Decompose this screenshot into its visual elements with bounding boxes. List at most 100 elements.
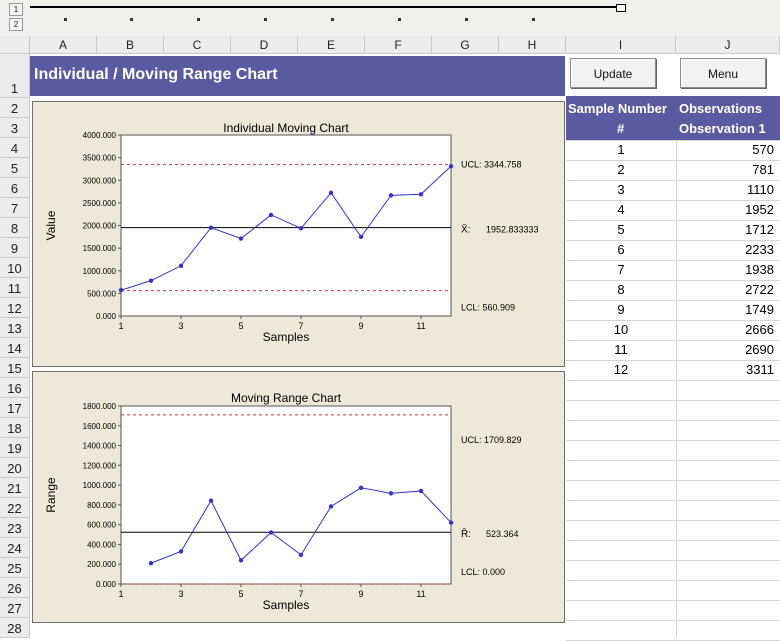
header-observations: Observations: [679, 101, 763, 116]
row-header[interactable]: 20: [0, 458, 30, 478]
update-button[interactable]: Update: [570, 58, 656, 88]
sample-number-cell[interactable]: 1: [617, 142, 625, 157]
grid-line: [566, 320, 780, 321]
sheet-title: Individual / Moving Range Chart: [34, 66, 278, 83]
row-header[interactable]: 23: [0, 518, 30, 538]
x-tick-label: 9: [358, 321, 363, 331]
grid-line: [566, 240, 780, 241]
observation-cell[interactable]: 1952: [745, 202, 774, 217]
data-point: [208, 498, 214, 503]
row-header[interactable]: 10: [0, 258, 30, 278]
column-header-i[interactable]: I: [566, 36, 676, 54]
lcl-label: LCL: 560.909: [461, 303, 515, 313]
sample-number-cell[interactable]: 8: [617, 282, 625, 297]
row-header[interactable]: 3: [0, 118, 30, 138]
individual-chart-panel: Individual Moving Chart 0.000 500.000 1000.…: [32, 101, 565, 367]
grid-line: [566, 520, 780, 521]
observation-cell[interactable]: 781: [752, 162, 774, 177]
ucl-label: UCL: 3344.758: [461, 160, 522, 170]
row-header[interactable]: 28: [0, 618, 30, 638]
y-tick-label: 200.000: [87, 560, 116, 569]
sample-number-cell[interactable]: 3: [617, 182, 625, 197]
sample-number-cell[interactable]: 5: [617, 222, 625, 237]
observation-cell[interactable]: 570: [752, 142, 774, 157]
data-point: [208, 225, 214, 230]
y-tick-label: 2500.000: [83, 199, 117, 208]
y-tick-label: 1500.000: [83, 244, 117, 253]
grid-line: [566, 260, 780, 261]
menu-button[interactable]: Menu: [680, 58, 766, 88]
observation-cell[interactable]: 2233: [745, 242, 774, 257]
row-header[interactable]: 16: [0, 378, 30, 398]
outline-level-1-button[interactable]: 1: [9, 3, 23, 16]
grid-line: [566, 560, 780, 561]
y-tick-label: 3500.000: [83, 154, 117, 163]
row-header[interactable]: 2: [0, 98, 30, 118]
observation-cell[interactable]: 2722: [745, 282, 774, 297]
observation-cell[interactable]: 1712: [745, 222, 774, 237]
sample-number-cell[interactable]: 4: [617, 202, 625, 217]
sample-number-cell[interactable]: 7: [617, 262, 625, 277]
row-header[interactable]: 12: [0, 298, 30, 318]
y-tick-label: 0.000: [96, 580, 117, 589]
row-header[interactable]: 5: [0, 158, 30, 178]
grid-line: [566, 580, 780, 581]
column-header-j[interactable]: J: [676, 36, 780, 54]
row-header[interactable]: 17: [0, 398, 30, 418]
row-header[interactable]: 18: [0, 418, 30, 438]
row-header[interactable]: 8: [0, 218, 30, 238]
x-tick-label: 1: [118, 321, 123, 331]
row-header[interactable]: 25: [0, 558, 30, 578]
column-header-g[interactable]: G: [432, 36, 499, 54]
center-symbol: X̄:: [461, 223, 470, 236]
row-header[interactable]: 24: [0, 538, 30, 558]
column-header-d[interactable]: D: [231, 36, 298, 54]
row-header[interactable]: 1: [0, 54, 30, 98]
sample-number-cell[interactable]: 11: [614, 342, 628, 357]
outline-collapse-button[interactable]: [616, 4, 626, 12]
row-header[interactable]: 11: [0, 278, 30, 298]
observation-cell[interactable]: 2666: [745, 322, 774, 337]
select-all-corner[interactable]: [0, 36, 30, 54]
outline-dot: [130, 18, 133, 21]
x-tick-label: 3: [178, 589, 183, 599]
sample-number-cell[interactable]: 6: [617, 242, 625, 257]
x-tick-label: 5: [238, 589, 243, 599]
sample-number-cell[interactable]: 12: [613, 362, 629, 377]
outline-level-2-button[interactable]: 2: [9, 18, 23, 31]
observation-cell[interactable]: 1749: [745, 302, 774, 317]
column-header-f[interactable]: F: [365, 36, 432, 54]
observation-cell[interactable]: 3311: [746, 362, 774, 377]
row-header[interactable]: 21: [0, 478, 30, 498]
grid-line: [566, 420, 780, 421]
observation-cell[interactable]: 2690: [745, 342, 774, 357]
sample-number-cell[interactable]: 9: [617, 302, 625, 317]
observation-cell[interactable]: 1938: [745, 262, 774, 277]
row-header[interactable]: 22: [0, 498, 30, 518]
column-header-b[interactable]: B: [97, 36, 164, 54]
column-header-c[interactable]: C: [164, 36, 231, 54]
column-header-e[interactable]: E: [298, 36, 365, 54]
row-header[interactable]: 14: [0, 338, 30, 358]
moving-range-chart: Moving Range Chart 0.000 200.000 400.000 600…: [44, 391, 522, 612]
row-header[interactable]: 13: [0, 318, 30, 338]
row-header[interactable]: 4: [0, 138, 30, 158]
observation-cell[interactable]: 1110: [747, 182, 774, 197]
sample-number-cell[interactable]: 2: [617, 162, 625, 177]
row-header[interactable]: 26: [0, 578, 30, 598]
column-header-a[interactable]: A: [30, 36, 97, 54]
row-header[interactable]: 15: [0, 358, 30, 378]
row-header[interactable]: 7: [0, 198, 30, 218]
data-point: [118, 288, 124, 293]
grid-line: [566, 180, 780, 181]
row-header[interactable]: 9: [0, 238, 30, 258]
row-header[interactable]: 19: [0, 438, 30, 458]
grid-line: [566, 200, 780, 201]
grid-line: [566, 360, 780, 361]
row-header[interactable]: 6: [0, 178, 30, 198]
sample-number-cell[interactable]: 10: [613, 322, 629, 337]
y-tick-label: 500.000: [87, 289, 116, 298]
lcl-label: LCL: 0.000: [461, 567, 505, 577]
row-header[interactable]: 27: [0, 598, 30, 618]
column-header-h[interactable]: H: [499, 36, 566, 54]
